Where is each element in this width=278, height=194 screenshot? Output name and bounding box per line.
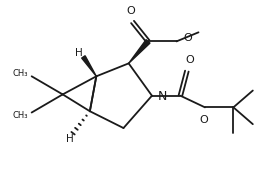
Text: H: H	[75, 48, 83, 58]
Polygon shape	[82, 56, 96, 76]
Text: CH₃: CH₃	[12, 111, 28, 120]
Text: O: O	[127, 5, 136, 16]
Text: O: O	[199, 115, 208, 125]
Text: N: N	[158, 90, 167, 104]
Text: CH₃: CH₃	[12, 69, 28, 78]
Polygon shape	[129, 40, 150, 63]
Text: O: O	[184, 33, 192, 43]
Text: H: H	[66, 134, 74, 144]
Text: O: O	[185, 55, 194, 65]
